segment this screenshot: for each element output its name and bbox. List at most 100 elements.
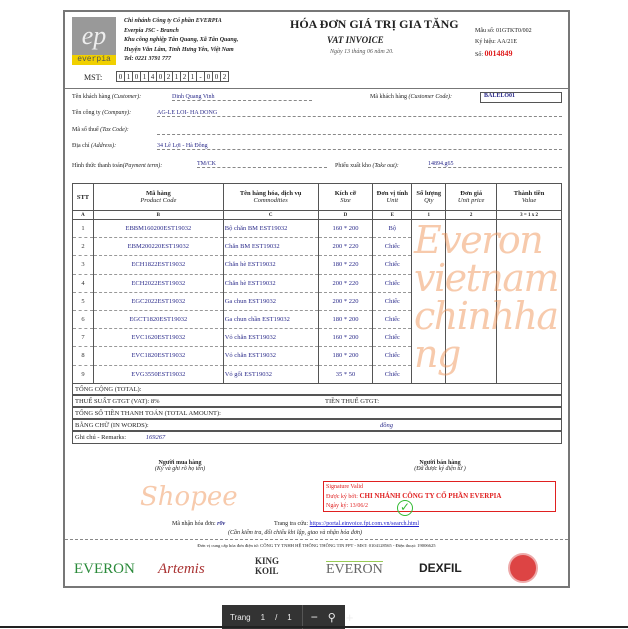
in-words-row: BẰNG CHỮ (IN WORDS): đồng xyxy=(72,419,562,431)
table-cell: Bộ chăn BM EST19032 xyxy=(222,219,319,239)
buyer-note: (Ký và ghi rõ họ tên) xyxy=(154,466,206,472)
company-label: Tên công ty (Company): xyxy=(72,110,132,116)
customer-code-label: Mã khách hàng (Customer Code): xyxy=(370,94,452,100)
table-cell xyxy=(496,255,562,275)
remarks-row: Ghi chú - Remarks: 169267 xyxy=(72,431,562,444)
column-letter: B xyxy=(92,210,224,220)
table-cell: EBBM160200EST19032 xyxy=(92,219,224,239)
table-cell: ECH2022EST19032 xyxy=(92,274,224,293)
table-cell xyxy=(411,219,447,238)
table-cell: 6 xyxy=(72,310,94,330)
table-cell: EBM200220EST19032 xyxy=(92,237,224,257)
table-cell: 200 * 220 xyxy=(317,237,374,257)
table-cell xyxy=(496,365,562,384)
brand-badge-logo xyxy=(508,553,538,583)
tax-code-value xyxy=(157,127,562,135)
zoom-out-button[interactable]: − xyxy=(310,610,318,624)
logo-mark: ep xyxy=(72,17,116,55)
table-cell xyxy=(496,328,562,347)
mst-digit: 2 xyxy=(220,71,229,82)
column-letter: A xyxy=(72,210,94,220)
zoom-icon[interactable]: ⚲ xyxy=(327,611,336,624)
table-cell: 200 * 220 xyxy=(317,292,374,311)
table-cell: 8 xyxy=(72,346,94,366)
table-cell: Chiếc xyxy=(372,346,413,366)
invoice-title: HÓA ĐƠN GIÁ TRỊ GIA TĂNG xyxy=(290,17,459,31)
table-cell xyxy=(411,255,447,275)
address-value: 34 Lê Lợi - Hà Đông xyxy=(157,143,562,150)
page-separator: / xyxy=(275,612,278,622)
brand-artemis-logo: Artemis xyxy=(158,561,205,577)
payment-term-label: Hình thức thanh toán(Payment term): xyxy=(72,163,163,169)
total-row: TỔNG CỘNG (TOTAL): xyxy=(72,383,562,395)
seller-name: Chi nhánh Công ty Cổ phần EVERPIA xyxy=(124,18,222,24)
table-cell: 180 * 200 xyxy=(317,310,374,330)
table-cell: 2 xyxy=(72,237,94,257)
table-cell xyxy=(496,310,562,329)
column-header: Mã hàng Product Code xyxy=(92,183,224,211)
table-cell: EGCT1820EST19032 xyxy=(92,310,224,330)
column-letter: C xyxy=(222,210,319,220)
portal-link[interactable]: https://portal.einvoice.fpt.com.vn/searc… xyxy=(309,521,420,527)
table-cell xyxy=(411,292,447,311)
table-cell: Chiếc xyxy=(372,292,413,311)
table-cell: EVC1620EST19032 xyxy=(92,328,224,348)
zoom-in-button[interactable]: + xyxy=(345,609,354,625)
table-cell xyxy=(496,274,562,293)
table-cell xyxy=(411,365,447,384)
items-table: STT Mã hàng Product Code Tên hàng hóa, dịch… xyxy=(72,183,562,384)
table-row: 6 EGCT1820EST19032 Ga chun chần EST19032 18… xyxy=(72,310,562,330)
table-cell xyxy=(411,310,447,329)
seller-address-2: Huyện Văn Lâm, Tỉnh Hưng Yên, Việt Nam xyxy=(124,46,234,53)
table-cell: 4 xyxy=(72,274,94,293)
form-number: Mẫu số: 01GTKT0/002 xyxy=(475,28,532,34)
table-row: 8 EVC1820EST19032 Vỏ chăn EST19032 180 * 20… xyxy=(72,346,562,366)
table-cell: Vỏ gối EST19032 xyxy=(222,365,319,384)
table-row: 2 EBM200220EST19032 Chăn BM EST19032 200 * … xyxy=(72,237,562,257)
table-row: 1 EBBM160200EST19032 Bộ chăn BM EST19032 16… xyxy=(72,219,562,239)
receive-code: r0v xyxy=(217,521,226,527)
table-cell xyxy=(411,346,447,365)
signature-stamp: Signature Valid Được ký bởi: CHI NHÁNH C… xyxy=(323,481,556,512)
table-cell xyxy=(496,219,562,238)
table-cell: 160 * 200 xyxy=(317,219,374,239)
lookup-note: (Cần kiểm tra, đối chiếu khi lập, giao v… xyxy=(228,530,363,536)
table-cell: Chiếc xyxy=(372,365,413,384)
table-row: 3 ECH1822EST19032 Chăn hè EST19032 180 * 22… xyxy=(72,255,562,275)
table-cell: EVG3550EST19032 xyxy=(92,365,224,384)
tax-code-label: Mã số thuế (Tax Code): xyxy=(72,127,129,133)
column-header: Đơn giá Unit price xyxy=(445,183,498,211)
table-cell: 7 xyxy=(72,328,94,348)
table-cell xyxy=(411,328,447,347)
brand-everon-logo: EVERON xyxy=(74,561,135,577)
table-row: 5 EGC2022EST19032 Ga chun EST19032 200 * 22… xyxy=(72,292,562,311)
page-label: Trang xyxy=(230,612,251,622)
buyer-label: Người mua hàng xyxy=(158,460,202,466)
table-cell xyxy=(411,237,447,256)
logo-text: everpia xyxy=(72,55,116,65)
vat-row: THUẾ SUẤT GTGT (VAT): 8% TIỀN THUẾ GTGT: xyxy=(72,395,562,407)
table-cell: Chăn BM EST19032 xyxy=(222,237,319,257)
table-cell xyxy=(496,346,562,365)
brand-dexfil-logo: DEXFIL xyxy=(419,561,462,575)
invoice-date: Ngày 13 tháng 06 năm 20. xyxy=(330,49,394,55)
column-letter: 1 xyxy=(411,210,447,220)
column-header: Số lượng Qty xyxy=(411,183,447,211)
table-cell xyxy=(496,292,562,311)
column-header: Tên hàng hóa, dịch vụ Commodities xyxy=(222,183,319,211)
check-icon: ✓ xyxy=(397,500,413,516)
total-amount-row: TỔNG SỐ TIỀN THANH TOÁN (TOTAL AMOUNT): xyxy=(72,407,562,419)
invoice-no-label: Số: xyxy=(475,52,484,58)
current-page[interactable]: 1 xyxy=(260,612,266,622)
customer-name-label: Tên khách hàng (Customer): xyxy=(72,94,142,100)
table-cell: EGC2022EST19032 xyxy=(92,292,224,311)
table-cell: Vỏ chăn EST19032 xyxy=(222,346,319,366)
mst-label: MST: xyxy=(84,73,103,82)
table-cell: Chiếc xyxy=(372,255,413,275)
form-symbol: Ký hiệu: AA/21E xyxy=(475,39,517,45)
table-cell: Chăn hè EST19032 xyxy=(222,255,319,275)
seller-tel: Tel: 0221 3791 777 xyxy=(124,56,171,62)
table-cell: 9 xyxy=(72,365,94,384)
seller-note: (Đã được ký điện tử ) xyxy=(414,466,466,472)
table-cell: Chiếc xyxy=(372,274,413,293)
